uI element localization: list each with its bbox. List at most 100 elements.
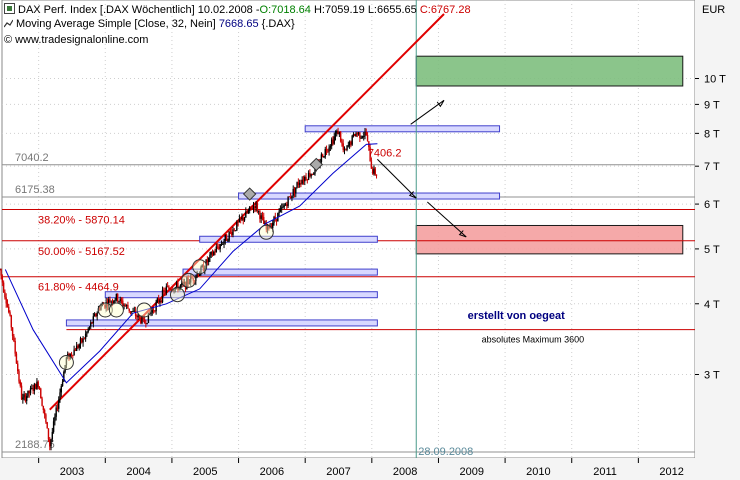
candle-body: [325, 149, 328, 151]
candle-body: [343, 149, 346, 151]
header-line-1: DAX Perf. Index [.DAX Wöchentlich] 10.02…: [4, 3, 471, 16]
candle-body: [27, 390, 29, 397]
candle-body: [56, 407, 59, 409]
candle-body: [227, 240, 229, 242]
candle-body: [110, 301, 112, 303]
candle-body: [95, 314, 97, 317]
candle-body: [352, 134, 355, 136]
candle-body: [78, 344, 80, 348]
candle-body: [347, 145, 350, 147]
candle-body: [356, 133, 358, 135]
low-value: L:6655.65: [367, 4, 417, 16]
candle-body: [101, 303, 103, 306]
candle-body: [123, 305, 125, 307]
candle-body: [175, 282, 178, 288]
candle-body: [204, 268, 206, 272]
forecast-arrow-down-1-head: [408, 191, 417, 199]
candle-body: [201, 265, 203, 268]
candle-body: [116, 293, 119, 302]
candle-body: [152, 310, 155, 311]
candle-body: [84, 333, 87, 339]
candle-body: [0, 268, 2, 276]
forecast-arrow-down-2: [427, 201, 467, 238]
indicator-name: Moving Average Simple [Close, 32, Nein]: [16, 18, 216, 30]
candle-body: [142, 318, 144, 319]
candle-body: [4, 291, 6, 298]
candle-body: [68, 354, 70, 360]
candle-body: [328, 147, 330, 152]
candle-body: [10, 315, 13, 328]
candle-body: [363, 136, 365, 137]
candle-body: [72, 355, 74, 356]
candle-body: [234, 230, 237, 232]
support-band: [182, 268, 378, 276]
candle-body: [250, 206, 252, 209]
candle-body: [90, 322, 92, 327]
candle-body: [61, 381, 64, 387]
candle-body: [65, 357, 68, 366]
candle-body: [360, 137, 362, 139]
candle-body: [166, 286, 169, 288]
candle-body: [374, 168, 376, 175]
candle-body: [118, 301, 120, 302]
candle-body: [133, 310, 136, 312]
y-tick-label: 10 T: [704, 74, 726, 86]
candle-body: [355, 133, 357, 137]
time-axis-panel: [0, 458, 695, 480]
candle-body: [104, 304, 106, 308]
candle-body: [114, 299, 116, 301]
candle-body: [337, 130, 339, 135]
candle-body: [151, 310, 153, 313]
pattern-circle-marker: [108, 302, 124, 318]
bar-date: 10.02.2008: [197, 4, 253, 16]
candle-body: [149, 312, 151, 314]
candle-body: [298, 183, 301, 185]
candle-body: [157, 298, 160, 303]
candle-body: [192, 278, 194, 281]
candle-body: [345, 149, 347, 151]
candle-body: [102, 303, 105, 305]
x-tick-label: 2003: [60, 466, 84, 478]
pattern-circle-marker: [258, 224, 274, 240]
candle-body: [154, 310, 156, 312]
candle-body: [64, 365, 66, 372]
candle-body: [124, 305, 127, 307]
candle-body: [202, 265, 205, 272]
candle-body: [329, 146, 332, 148]
candle-body: [350, 141, 352, 145]
candle-body: [137, 315, 139, 318]
candle-body: [11, 327, 14, 337]
candle-body: [242, 217, 244, 221]
candle-body: [354, 134, 356, 137]
candle-body: [346, 145, 348, 150]
candle-body: [41, 398, 43, 406]
candle-body: [273, 216, 275, 224]
candle-body: [373, 168, 375, 174]
pattern-circle-marker: [181, 272, 197, 288]
x-tick-label: 2011: [593, 466, 617, 478]
candle-body: [2, 282, 5, 292]
candle-body: [357, 132, 360, 135]
line-indicator-icon[interactable]: [4, 19, 13, 28]
y-tick-label: 5 T: [704, 244, 720, 256]
candle-body: [20, 385, 23, 400]
candle-body: [256, 202, 259, 212]
candle-body: [32, 388, 34, 391]
candle-body: [296, 182, 298, 188]
candle-body: [58, 399, 60, 409]
candle-body: [280, 207, 283, 209]
instrument-name: DAX Perf. Index [.DAX Wöchentlich]: [18, 4, 195, 16]
candle-body: [115, 293, 118, 300]
candle-body: [302, 179, 305, 182]
candle-body: [216, 246, 219, 248]
instrument-selector-icon[interactable]: [4, 3, 15, 14]
fib-level-label: 61.80% - 4464.9: [38, 282, 119, 294]
candle-body: [289, 196, 292, 199]
candle-body: [268, 225, 270, 229]
candle-body: [28, 390, 30, 394]
candle-body: [88, 326, 91, 329]
candle-body: [210, 252, 212, 255]
indicator-symbol: {.DAX}: [261, 18, 295, 30]
